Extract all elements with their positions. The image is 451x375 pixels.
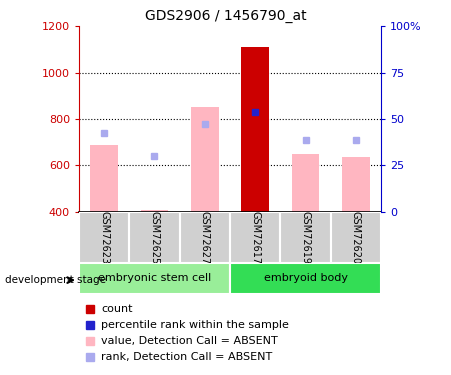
Text: rank, Detection Call = ABSENT: rank, Detection Call = ABSENT (101, 352, 273, 362)
Bar (230, 262, 381, 294)
Text: GSM72623: GSM72623 (99, 211, 109, 264)
Text: GSM72617: GSM72617 (250, 211, 260, 264)
Text: percentile rank within the sample: percentile rank within the sample (101, 320, 290, 330)
Bar (141, 210, 168, 212)
Bar (342, 158, 370, 212)
Text: GSM72620: GSM72620 (351, 211, 361, 264)
Text: embryoid body: embryoid body (263, 273, 348, 284)
Bar (331, 212, 381, 262)
Text: embryonic stem cell: embryonic stem cell (98, 273, 211, 284)
Bar (281, 212, 331, 262)
Bar (230, 212, 281, 262)
Bar (79, 212, 129, 262)
Bar (129, 212, 179, 262)
Text: GSM72625: GSM72625 (149, 211, 160, 264)
Bar (79, 262, 230, 294)
Bar (179, 212, 230, 262)
Text: value, Detection Call = ABSENT: value, Detection Call = ABSENT (101, 336, 278, 346)
Text: count: count (101, 304, 133, 314)
Bar (90, 145, 118, 212)
Text: GSM72627: GSM72627 (200, 211, 210, 264)
Text: GSM72619: GSM72619 (300, 211, 311, 264)
Text: development stage: development stage (5, 275, 106, 285)
Bar (191, 108, 219, 212)
Bar (292, 154, 319, 212)
Bar (241, 47, 269, 212)
Text: GDS2906 / 1456790_at: GDS2906 / 1456790_at (145, 9, 306, 23)
